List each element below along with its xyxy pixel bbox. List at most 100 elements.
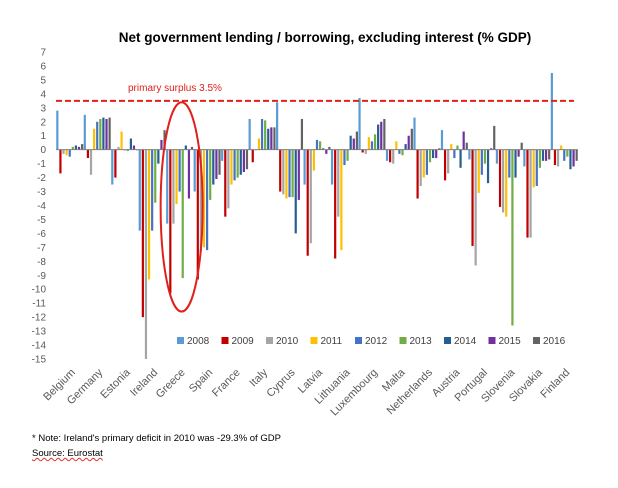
y-axis: 7 6 5 4 3 2 1 0 -1 -2 -3 -4 -5 -6 -7 -8 -9 -10 -11 -12 -13 -1… bbox=[32, 48, 47, 366]
y-tick-label: -10 bbox=[32, 285, 47, 296]
bar-slovakia-2011 bbox=[532, 149, 535, 188]
bar-estonia-2010 bbox=[117, 146, 120, 150]
bar-greece-2016 bbox=[190, 146, 194, 150]
y-tick-label: -5 bbox=[37, 215, 46, 226]
bar-latvia-2011 bbox=[312, 149, 315, 171]
legend-label: 2013 bbox=[410, 336, 433, 347]
bar-slovenia-2014 bbox=[514, 149, 517, 178]
y-tick-label: 7 bbox=[40, 48, 46, 59]
bar-italy-2016 bbox=[273, 127, 276, 150]
bar-spain-2014 bbox=[212, 149, 215, 185]
bar-netherlands-2014 bbox=[431, 149, 435, 159]
bar-france-2016 bbox=[245, 149, 249, 170]
bar-germany-2010 bbox=[89, 149, 93, 175]
bar-belgium-2016 bbox=[81, 144, 84, 150]
bar-luxembourg-2015 bbox=[380, 121, 383, 150]
bar-luxembourg-2014 bbox=[377, 124, 380, 150]
bar-estonia-2013 bbox=[126, 149, 129, 152]
bar-malta-2008 bbox=[385, 149, 389, 161]
bar-belgium-2014 bbox=[74, 145, 78, 150]
legend-label: 2008 bbox=[187, 336, 210, 347]
y-tick-label: 5 bbox=[40, 75, 46, 86]
y-tick-label: -7 bbox=[37, 243, 46, 254]
bar-belgium-2010 bbox=[62, 149, 65, 154]
bar-italy-2009 bbox=[251, 149, 254, 163]
bars bbox=[56, 72, 578, 359]
legend-swatch-2013 bbox=[399, 337, 407, 344]
bar-austria-2015 bbox=[462, 131, 465, 150]
bar-austria-2011 bbox=[450, 144, 453, 150]
y-tick-label: -13 bbox=[32, 327, 47, 338]
bar-portugal-2008 bbox=[468, 149, 471, 160]
x-tick-label: Italy bbox=[247, 366, 270, 389]
legend-label: 2012 bbox=[365, 336, 388, 347]
bar-netherlands-2012 bbox=[425, 149, 428, 175]
legend-swatch-2016 bbox=[533, 337, 540, 344]
bar-slovakia-2008 bbox=[523, 149, 526, 167]
bar-italy-2015 bbox=[270, 127, 273, 150]
bar-latvia-2013 bbox=[319, 141, 322, 150]
bar-slovenia-2009 bbox=[498, 149, 502, 207]
bar-cyprus-2008 bbox=[276, 102, 279, 150]
bar-lithuania-2015 bbox=[352, 138, 355, 150]
legend-label: 2010 bbox=[276, 336, 299, 347]
bar-latvia-2012 bbox=[315, 139, 319, 150]
bar-belgium-2013 bbox=[71, 146, 74, 150]
bar-portugal-2013 bbox=[483, 149, 487, 164]
bar-slovakia-2014 bbox=[541, 149, 545, 161]
y-tick-label: 6 bbox=[40, 61, 46, 72]
bar-france-2009 bbox=[224, 149, 227, 217]
bar-italy-2013 bbox=[264, 120, 267, 150]
bar-belgium-2009 bbox=[59, 149, 62, 174]
bar-austria-2014 bbox=[459, 149, 462, 168]
bar-latvia-2010 bbox=[309, 149, 312, 244]
bar-cyprus-2010 bbox=[282, 149, 285, 195]
bar-slovenia-2012 bbox=[508, 149, 511, 178]
bar-austria-2008 bbox=[440, 130, 444, 150]
legend-swatch-2012 bbox=[355, 337, 362, 344]
bar-latvia-2008 bbox=[303, 149, 306, 185]
bar-netherlands-2016 bbox=[438, 148, 441, 150]
bar-austria-2010 bbox=[447, 149, 450, 174]
bar-ireland-2014 bbox=[157, 149, 160, 164]
legend-swatch-2008 bbox=[177, 337, 184, 344]
y-tick-label: -4 bbox=[37, 201, 46, 212]
bar-malta-2009 bbox=[389, 149, 392, 163]
bar-slovenia-2015 bbox=[517, 149, 520, 157]
bar-malta-2010 bbox=[392, 149, 395, 164]
bar-finland-2013 bbox=[566, 149, 569, 157]
y-tick-label: -11 bbox=[32, 299, 46, 310]
bar-france-2008 bbox=[221, 149, 224, 161]
bar-slovakia-2012 bbox=[535, 149, 538, 186]
bar-estonia-2008 bbox=[111, 149, 114, 185]
bar-ireland-2008 bbox=[138, 149, 141, 231]
legend-swatch-2010 bbox=[266, 337, 273, 344]
bar-france-2011 bbox=[230, 149, 233, 185]
bar-portugal-2016 bbox=[493, 125, 496, 150]
y-tick-label: -12 bbox=[32, 313, 47, 324]
legend-label: 2014 bbox=[454, 336, 477, 347]
bar-lithuania-2016 bbox=[355, 131, 358, 150]
bar-germany-2016 bbox=[108, 117, 111, 150]
bar-cyprus-2013 bbox=[291, 149, 294, 198]
y-tick-label: -6 bbox=[37, 229, 46, 240]
bar-malta-2014 bbox=[404, 144, 407, 150]
bar-lithuania-2011 bbox=[340, 149, 343, 251]
bar-cyprus-2009 bbox=[279, 149, 282, 192]
y-tick-label: 1 bbox=[40, 131, 46, 142]
bar-slovakia-2009 bbox=[526, 149, 529, 238]
bar-greece-2012 bbox=[178, 149, 181, 192]
legend-label: 2011 bbox=[321, 336, 343, 347]
bar-spain-2016 bbox=[218, 149, 221, 175]
bar-spain-2010 bbox=[199, 149, 203, 252]
bar-austria-2009 bbox=[443, 149, 447, 181]
bar-estonia-2009 bbox=[114, 149, 117, 178]
bar-slovakia-2015 bbox=[544, 149, 548, 161]
bar-greece-2010 bbox=[172, 149, 175, 224]
bar-germany-2009 bbox=[86, 149, 90, 159]
bar-germany-2015 bbox=[105, 118, 108, 150]
bar-ireland-2010 bbox=[144, 149, 148, 359]
bar-lithuania-2008 bbox=[330, 149, 334, 185]
x-tick-label: Cyprus bbox=[265, 366, 298, 399]
bar-ireland-2013 bbox=[154, 149, 157, 203]
